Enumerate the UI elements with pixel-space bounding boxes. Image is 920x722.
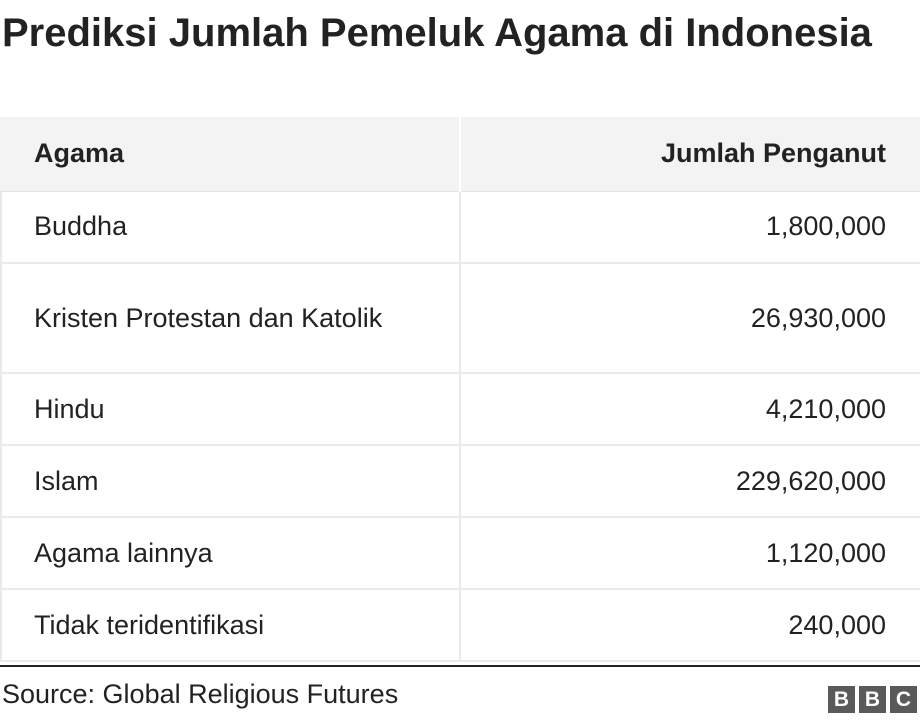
table-row: Agama lainnya 1,120,000 (0, 517, 920, 590)
adherents-cell: 240,000 (460, 589, 920, 662)
table-row: Islam 229,620,000 (0, 445, 920, 518)
adherents-cell: 1,120,000 (460, 517, 920, 590)
religion-cell: Agama lainnya (0, 517, 461, 590)
religion-cell: Buddha (0, 191, 461, 264)
adherents-cell: 1,800,000 (460, 191, 920, 264)
bbc-logo-letter: B (859, 686, 886, 713)
table-row: Tidak teridentifikasi 240,000 (0, 589, 920, 662)
table-header-row: Agama Jumlah Penganut (0, 117, 920, 192)
adherents-cell: 229,620,000 (460, 445, 920, 518)
footer-divider (0, 665, 920, 667)
table-row: Buddha 1,800,000 (0, 191, 920, 264)
adherents-cell: 4,210,000 (460, 373, 920, 446)
religion-cell: Tidak teridentifikasi (0, 589, 461, 662)
column-header-agama: Agama (0, 117, 461, 192)
bbc-logo: B B C (828, 686, 917, 713)
chart-title: Prediksi Jumlah Pemeluk Agama di Indones… (2, 11, 872, 55)
bbc-logo-letter: B (828, 686, 855, 713)
column-header-jumlah-penganut: Jumlah Penganut (460, 117, 920, 192)
adherents-cell: 26,930,000 (460, 263, 920, 374)
source-note: Source: Global Religious Futures (2, 679, 399, 709)
bbc-logo-letter: C (890, 686, 917, 713)
religion-cell: Kristen Protestan dan Katolik (0, 263, 461, 374)
table-row: Kristen Protestan dan Katolik 26,930,000 (0, 263, 920, 374)
religion-table: Agama Jumlah Penganut Buddha 1,800,000 K… (0, 117, 920, 662)
table-row: Hindu 4,210,000 (0, 373, 920, 446)
religion-cell: Hindu (0, 373, 461, 446)
religion-cell: Islam (0, 445, 461, 518)
